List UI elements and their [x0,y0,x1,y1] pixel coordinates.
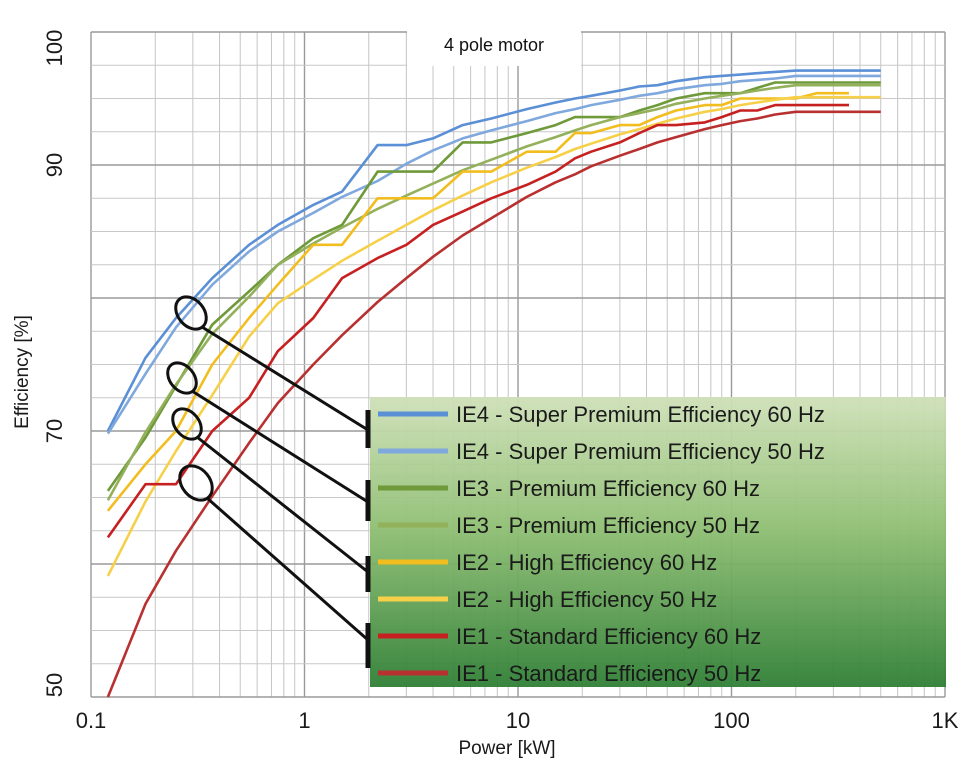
y-tick-label: 70 [42,419,67,443]
legend-label: IE3 - Premium Efficiency 60 Hz [456,476,760,501]
chart-title-box [407,26,581,66]
series-line-6 [106,95,881,577]
callout-markers [166,295,371,668]
legend-label: IE4 - Super Premium Efficiency 60 Hz [456,402,825,427]
x-axis-title: Power [kW] [458,738,555,759]
callout-leader-ie3 [191,389,369,504]
x-tick-label: 0.1 [76,708,107,733]
legend-box [370,397,946,687]
y-axis-ticks: 50 70 90 100 [42,30,67,698]
series-line-8 [106,110,881,698]
series-line-4 [106,83,881,501]
x-tick-label: 10 [506,708,530,733]
series-line-2 [106,74,881,435]
x-tick-label: 1 [298,708,310,733]
legend-label: IE2 - High Efficiency 50 Hz [456,587,717,612]
series-line-1 [106,69,881,432]
y-axis-title: Efficiency [%] [12,315,33,429]
callout-leader-ie4 [201,325,369,432]
legend-label: IE1 - Standard Efficiency 60 Hz [456,624,761,649]
legend-label: IE1 - Standard Efficiency 50 Hz [456,661,761,686]
callout-leader-ie2 [196,435,369,574]
x-tick-label: 100 [713,708,750,733]
chart-title: 4 pole motor [444,35,544,55]
legend-label: IE2 - High Efficiency 60 Hz [456,550,717,575]
series-line-7 [106,103,849,539]
y-tick-label: 100 [42,30,67,67]
y-tick-label: 50 [42,673,67,697]
x-axis-ticks: 0.1 1 10 100 1K [76,708,959,733]
legend: IE4 - Super Premium Efficiency 60 Hz IE4 … [378,402,825,686]
y-tick-label: 90 [42,153,67,177]
legend-label: IE3 - Premium Efficiency 50 Hz [456,513,760,538]
series-line-5 [106,91,849,512]
series-layer [106,69,881,698]
callout-leader-ie1 [206,496,369,642]
x-tick-label: 1K [932,708,959,733]
legend-label: IE4 - Super Premium Efficiency 50 Hz [456,439,825,464]
